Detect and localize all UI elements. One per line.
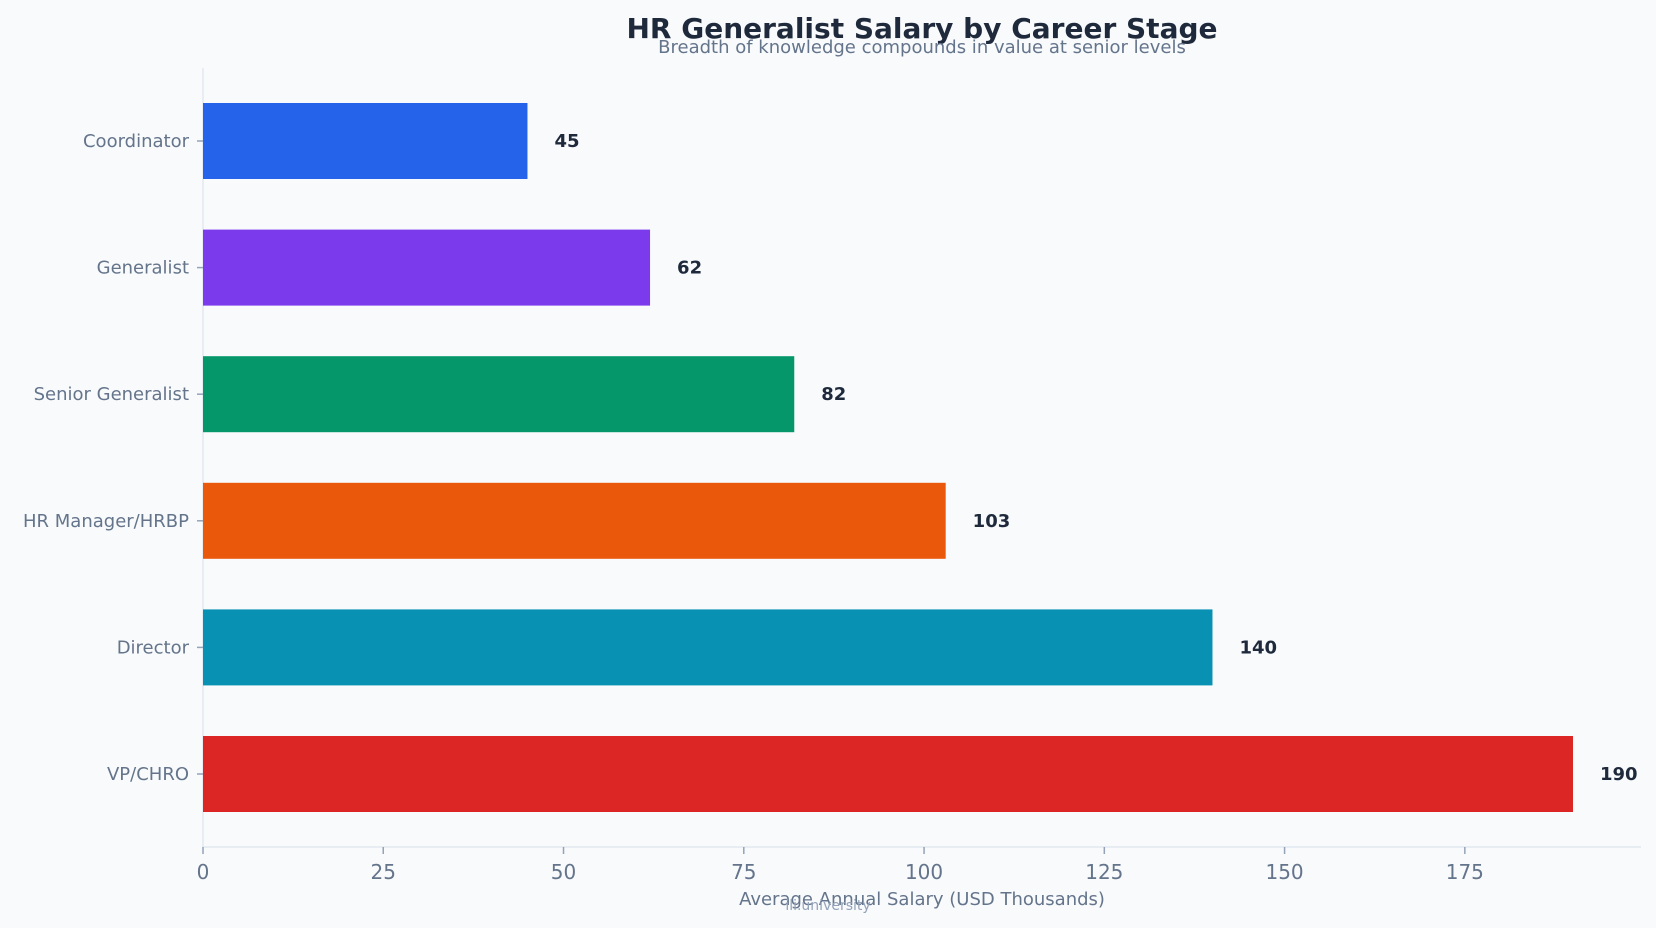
x-axis-ticks: 0 25 50 75 100 125 150 175 xyxy=(197,847,1484,884)
chart-title: HR Generalist Salary by Career Stage xyxy=(626,12,1217,45)
x-tick-label-0: 0 xyxy=(197,860,210,884)
bar-director xyxy=(203,609,1213,686)
x-tick-label-100: 100 xyxy=(905,860,943,884)
value-label-vp-chro: 190 xyxy=(1600,764,1638,785)
category-label-coordinator: Coordinator xyxy=(83,131,190,152)
category-label-senior-generalist: Senior Generalist xyxy=(34,384,189,405)
value-label-generalist: 62 xyxy=(677,258,702,279)
value-label-senior-generalist: 82 xyxy=(821,384,846,405)
bar-generalist xyxy=(203,229,651,306)
category-label-hr-manager-hrbp: HR Manager/HRBP xyxy=(23,511,189,532)
x-tick-label-125: 125 xyxy=(1085,860,1123,884)
category-labels: Coordinator Generalist Senior Generalist HR… xyxy=(23,131,203,785)
category-label-vp-chro: VP/CHRO xyxy=(107,764,189,785)
value-label-hr-manager-hrbp: 103 xyxy=(973,511,1011,532)
x-tick-label-25: 25 xyxy=(371,860,396,884)
x-tick-label-150: 150 xyxy=(1265,860,1303,884)
watermark-text: ili.university xyxy=(785,898,870,914)
value-label-coordinator: 45 xyxy=(554,131,579,152)
value-label-director: 140 xyxy=(1239,637,1277,658)
x-axis-title: Average Annual Salary (USD Thousands) xyxy=(739,889,1105,910)
chart-subtitle: Breadth of knowledge compounds in value … xyxy=(658,37,1186,58)
category-label-generalist: Generalist xyxy=(97,258,189,279)
bar-coordinator xyxy=(203,103,528,179)
x-tick-label-175: 175 xyxy=(1446,860,1484,884)
bar-vp-chro xyxy=(203,736,1573,812)
bars-layer xyxy=(203,103,1573,812)
bar-senior-generalist xyxy=(203,356,795,433)
category-label-director: Director xyxy=(117,637,190,658)
value-labels: 45 62 82 103 140 190 xyxy=(554,131,1637,785)
x-tick-label-50: 50 xyxy=(551,860,576,884)
x-tick-label-75: 75 xyxy=(731,860,756,884)
bar-hr-manager-hrbp xyxy=(203,482,946,559)
